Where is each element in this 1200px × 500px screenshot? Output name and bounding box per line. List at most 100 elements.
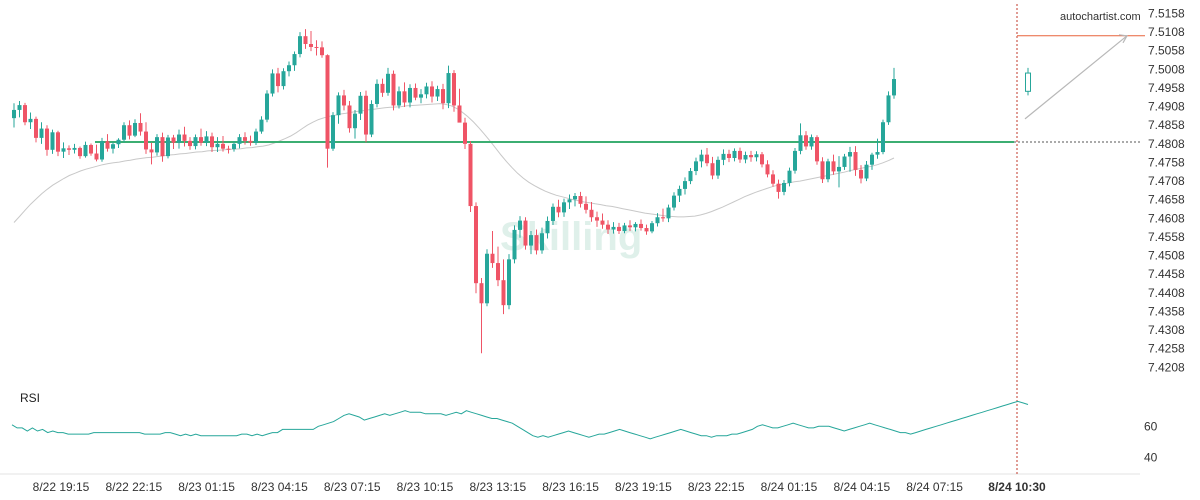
candle-body xyxy=(776,183,781,192)
candle-body xyxy=(72,147,77,150)
candle-body xyxy=(391,73,396,106)
candle-body xyxy=(727,153,731,158)
time-tick-label: 8/23 07:15 xyxy=(324,480,381,494)
candle-body xyxy=(61,148,66,152)
candle-body xyxy=(116,139,121,145)
candle-body xyxy=(89,144,93,154)
candle-body xyxy=(155,137,159,153)
candle-body xyxy=(325,55,330,149)
time-tick-label: 8/23 16:15 xyxy=(542,480,599,494)
candle-body xyxy=(111,144,115,149)
price-tick-label: 7.4458 xyxy=(1148,267,1185,281)
candle-body xyxy=(875,152,880,155)
candle-body xyxy=(881,122,885,153)
candle-body xyxy=(633,223,638,228)
candle-body xyxy=(12,109,16,119)
highlight-time-label: 8/24 10:30 xyxy=(988,480,1046,494)
candle-body xyxy=(666,207,671,219)
candle-body xyxy=(650,223,654,232)
candle-body xyxy=(127,125,132,136)
candle-body xyxy=(468,143,473,207)
candle-body xyxy=(243,137,247,141)
candle-body xyxy=(628,225,632,228)
candle-body xyxy=(672,195,676,208)
candle-body xyxy=(837,166,841,172)
price-tick-label: 7.5108 xyxy=(1148,25,1185,39)
candle-body xyxy=(210,136,214,148)
candle-body xyxy=(259,119,264,132)
candle-body xyxy=(177,134,181,143)
candle-body xyxy=(551,206,555,221)
candle-body xyxy=(78,147,82,157)
candle-body xyxy=(56,132,60,152)
candle-body xyxy=(798,135,803,151)
candle-body xyxy=(276,73,280,87)
candle-body xyxy=(166,137,170,157)
candle-body xyxy=(578,196,583,204)
price-tick-label: 7.4958 xyxy=(1148,81,1185,95)
candle-body xyxy=(281,71,286,87)
candle-body xyxy=(270,73,275,94)
candle-body xyxy=(661,217,665,219)
candle-body xyxy=(83,144,88,157)
candle-body xyxy=(314,46,319,48)
candle-body xyxy=(28,118,33,123)
candle-body xyxy=(248,140,253,143)
candle-body xyxy=(138,122,143,132)
candle-body xyxy=(353,113,357,129)
autochartist-label: autochartist.com xyxy=(1060,11,1141,23)
candle-body xyxy=(892,79,896,96)
candle-body xyxy=(364,95,368,135)
rsi-line xyxy=(11,400,1029,440)
candle-body xyxy=(50,132,55,150)
candle-body xyxy=(567,199,572,203)
candle-body xyxy=(342,95,346,106)
time-tick-label: 8/22 22:15 xyxy=(105,480,162,494)
candle-body xyxy=(347,105,352,129)
candle-body xyxy=(529,235,533,246)
candle-body xyxy=(358,95,363,114)
candle-body xyxy=(622,225,627,232)
candle-body xyxy=(254,131,258,143)
candle-body xyxy=(199,137,203,143)
current-candle-body xyxy=(1025,72,1031,92)
candle-body xyxy=(716,159,720,176)
candle-body xyxy=(760,154,764,165)
candle-body xyxy=(474,206,478,284)
candle-body xyxy=(441,89,445,104)
candle-body xyxy=(826,161,830,180)
candle-body xyxy=(94,153,99,160)
time-tick-label: 8/23 19:15 xyxy=(615,480,672,494)
price-tick-label: 7.4758 xyxy=(1148,155,1185,169)
candle-body xyxy=(683,181,687,189)
candle-body xyxy=(160,137,165,157)
candle-body xyxy=(430,86,434,97)
candle-body xyxy=(655,217,660,224)
candle-body xyxy=(133,122,137,136)
candle-body xyxy=(144,131,148,150)
candle-body xyxy=(23,105,27,123)
candle-body xyxy=(859,169,863,179)
candle-body xyxy=(369,103,374,135)
candle-body xyxy=(320,47,324,56)
time-tick-label: 8/24 07:15 xyxy=(906,480,963,494)
candle-body xyxy=(122,125,126,140)
time-tick-label: 8/23 01:15 xyxy=(178,480,235,494)
candle-body xyxy=(149,149,154,153)
candle-body xyxy=(870,154,874,165)
candle-body xyxy=(232,143,236,150)
candle-body xyxy=(677,188,682,196)
price-tick-label: 7.4608 xyxy=(1148,211,1185,225)
candle-body xyxy=(589,209,594,218)
candle-body xyxy=(105,141,110,149)
price-tick-label: 7.4858 xyxy=(1148,118,1185,132)
candle-body xyxy=(512,229,517,260)
price-tick-label: 7.5058 xyxy=(1148,44,1185,58)
candle-body xyxy=(193,137,198,147)
price-tick-label: 7.4708 xyxy=(1148,174,1185,188)
time-tick-label: 8/23 10:15 xyxy=(397,480,454,494)
price-tick-label: 7.4308 xyxy=(1148,323,1185,337)
candles xyxy=(12,29,1031,354)
price-tick-label: 7.4408 xyxy=(1148,286,1185,300)
